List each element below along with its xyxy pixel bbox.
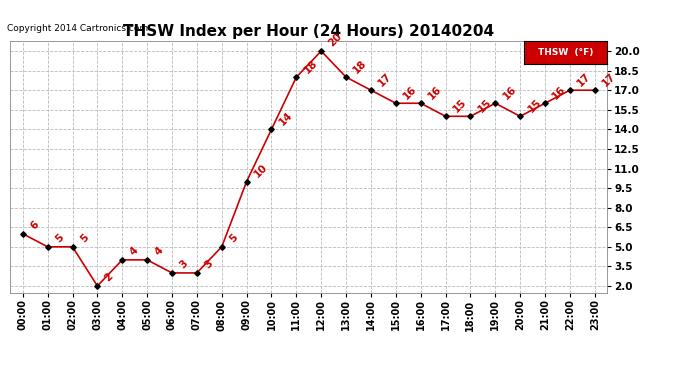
- Text: 4: 4: [128, 245, 140, 258]
- Text: 5: 5: [78, 232, 90, 244]
- Text: 16: 16: [402, 84, 419, 101]
- Text: 5: 5: [227, 232, 239, 244]
- Title: THSW Index per Hour (24 Hours) 20140204: THSW Index per Hour (24 Hours) 20140204: [124, 24, 494, 39]
- Text: 17: 17: [575, 70, 593, 88]
- Text: 18: 18: [302, 58, 319, 75]
- Text: 18: 18: [352, 58, 369, 75]
- Text: 4: 4: [152, 245, 165, 258]
- Text: 3: 3: [202, 258, 215, 271]
- Text: 15: 15: [476, 97, 493, 114]
- Text: 2: 2: [103, 272, 115, 284]
- Text: Copyright 2014 Cartronics.com: Copyright 2014 Cartronics.com: [7, 24, 148, 33]
- Text: 17: 17: [600, 70, 618, 88]
- Text: 5: 5: [53, 232, 66, 244]
- Text: 17: 17: [377, 70, 394, 88]
- Text: 16: 16: [426, 84, 444, 101]
- Text: 10: 10: [252, 162, 270, 179]
- Text: 6: 6: [28, 219, 41, 232]
- Text: 3: 3: [177, 258, 190, 271]
- Text: 14: 14: [277, 110, 295, 127]
- Text: 16: 16: [501, 84, 518, 101]
- Text: 15: 15: [526, 97, 543, 114]
- Text: 20: 20: [327, 32, 344, 49]
- Text: 16: 16: [551, 84, 568, 101]
- Text: 15: 15: [451, 97, 469, 114]
